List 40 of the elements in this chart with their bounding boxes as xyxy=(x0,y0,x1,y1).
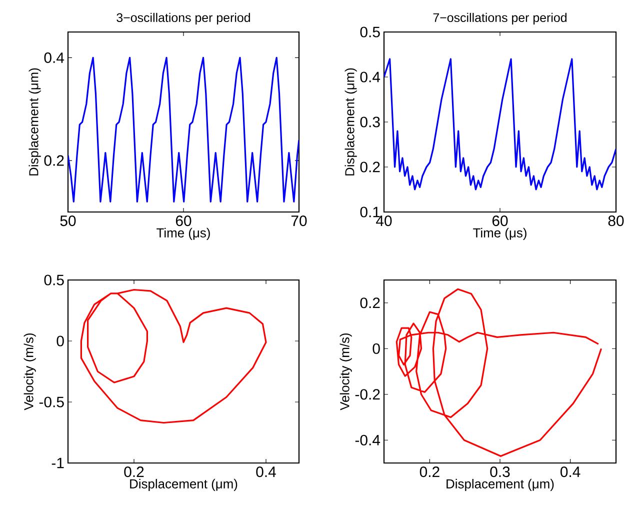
y-tick-label: 0.5 xyxy=(44,274,64,286)
y-tick-label: 0.2 xyxy=(44,155,64,166)
line-series xyxy=(68,56,299,203)
y-tick-label: 0.4 xyxy=(44,52,64,63)
x-tick-label: 0.3 xyxy=(490,466,510,478)
y-tick-label: 0.2 xyxy=(360,298,380,308)
y-tick-label: 0.5 xyxy=(360,26,380,38)
y-tick-label: 0 xyxy=(56,336,64,346)
chart-title: 7−oscillations per period xyxy=(433,12,566,24)
x-tick-label: 60 xyxy=(492,216,508,226)
x-axis-title: Displacement (μm) xyxy=(446,478,554,492)
y-tick-label: 0.1 xyxy=(360,206,380,218)
x-axis-title: Time (μs) xyxy=(156,228,210,240)
line-series xyxy=(80,288,267,424)
chart-title: 3−oscillations per period xyxy=(116,12,250,24)
y-axis-title: Velocity (m/s) xyxy=(24,333,36,410)
x-tick-label: 0.4 xyxy=(560,466,580,478)
line-series xyxy=(396,288,602,457)
x-tick-label: 60 xyxy=(176,216,192,226)
y-axis-title: Displacement (μm) xyxy=(28,68,41,176)
x-tick-label: 40 xyxy=(376,216,392,226)
x-tick-label: 0.2 xyxy=(124,466,144,478)
y-tick-label: 0.2 xyxy=(360,162,380,172)
y-tick-label: -0.2 xyxy=(355,389,380,400)
x-tick-label: 0.4 xyxy=(256,466,276,478)
y-axis-title: Velocity (m/s) xyxy=(340,333,352,410)
x-tick-label: 0.2 xyxy=(420,466,440,478)
line-series xyxy=(384,58,616,190)
x-tick-label: 70 xyxy=(291,216,307,226)
x-axis-title: Displacement (μm) xyxy=(130,478,238,492)
x-axis-title: Time (μs) xyxy=(473,228,526,240)
x-tick-label: 50 xyxy=(60,216,76,226)
y-tick-label: 0 xyxy=(372,343,380,354)
y-tick-label: -1 xyxy=(52,458,64,468)
y-tick-label: 0.3 xyxy=(360,116,380,128)
y-tick-label: -0.5 xyxy=(39,396,64,408)
x-tick-label: 80 xyxy=(608,216,624,226)
y-axis-title: Displacement (μm) xyxy=(344,68,357,176)
y-tick-label: 0.4 xyxy=(360,72,380,82)
y-tick-label: -0.4 xyxy=(355,434,380,446)
